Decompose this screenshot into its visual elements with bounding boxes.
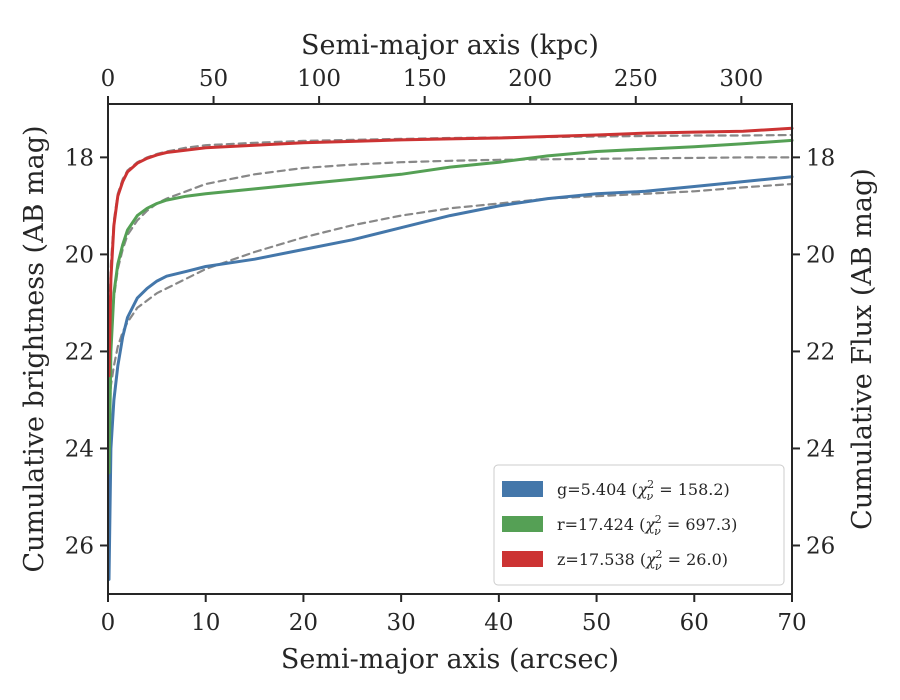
bottom-x-tick-label: 40	[484, 610, 513, 636]
legend-swatch-r	[502, 516, 543, 532]
left-y-axis-title: Cumulative brightness (AB mag)	[19, 125, 50, 572]
legend: g=5.404 (χν2 = 158.2)r=17.424 (χν2 = 697…	[493, 464, 785, 586]
right-y-tick-label: 26	[806, 533, 835, 559]
legend-chi-value: = 697.3)	[662, 515, 738, 534]
legend-chi-symbol: χ	[637, 480, 649, 499]
right-y-tick-label: 22	[806, 339, 835, 365]
legend-label-r: r=17.424 (χν2 = 697.3)	[557, 513, 737, 538]
right-y-tick-label: 18	[806, 145, 835, 171]
legend-nu-subscript: ν	[655, 560, 662, 573]
top-x-tick-label: 150	[403, 66, 447, 92]
legend-label-z: z=17.538 (χν2 = 26.0)	[557, 548, 728, 573]
series-line-r	[107, 138, 794, 475]
legend-swatch-g	[502, 481, 543, 497]
top-x-tick-label: 0	[101, 66, 116, 92]
left-y-tick-label: 20	[65, 242, 94, 268]
legend-chi-symbol: χ	[645, 550, 657, 569]
left-y-tick-label: 26	[65, 533, 94, 559]
legend-box	[493, 464, 785, 586]
series-line-g	[107, 175, 794, 581]
bottom-x-tick-label: 70	[777, 610, 806, 636]
right-y-tick-label: 24	[806, 436, 835, 462]
bottom-x-tick-label: 60	[680, 610, 709, 636]
bottom-x-axis-title: Semi-major axis (arcsec)	[281, 644, 619, 675]
top-x-tick-label: 50	[199, 66, 228, 92]
legend-chi-value: = 158.2)	[654, 480, 730, 499]
top-x-tick-label: 250	[614, 66, 658, 92]
bottom-x-tick-label: 50	[582, 610, 611, 636]
right-y-tick-label: 20	[806, 242, 835, 268]
legend-superscript: 2	[647, 478, 654, 491]
bottom-x-axis: 0 10 20 30 40 50 60 70	[101, 594, 807, 636]
legend-superscript: 2	[655, 513, 662, 526]
bottom-x-tick-label: 20	[289, 610, 318, 636]
legend-label-text: z=17.538 (	[557, 550, 646, 569]
series-layer	[107, 126, 794, 581]
legend-superscript: 2	[656, 548, 663, 561]
right-y-axis-title: Cumulative Flux (AB mag)	[847, 168, 878, 530]
bottom-x-tick-label: 30	[387, 610, 416, 636]
bottom-x-tick-label: 0	[101, 610, 116, 636]
legend-label-text: r=17.424 (	[557, 515, 645, 534]
legend-label-text: g=5.404 (	[557, 480, 638, 499]
legend-nu-subscript: ν	[654, 525, 661, 538]
top-x-tick-label: 100	[297, 66, 341, 92]
legend-chi-symbol: χ	[644, 515, 656, 534]
legend-nu-subscript: ν	[646, 490, 653, 503]
legend-chi-value: = 26.0)	[663, 550, 728, 569]
left-y-tick-label: 22	[65, 339, 94, 365]
series-line-z	[107, 126, 794, 378]
left-y-axis: 18 20 22 24 26	[65, 145, 108, 559]
top-x-tick-label: 300	[719, 66, 763, 92]
left-y-tick-label: 24	[65, 436, 94, 462]
plot-frame	[107, 103, 793, 595]
legend-swatch-z	[502, 551, 543, 567]
top-x-tick-label: 200	[508, 66, 552, 92]
top-x-axis-title: Semi-major axis (kpc)	[301, 30, 599, 61]
legend-label-g: g=5.404 (χν2 = 158.2)	[557, 478, 730, 503]
top-x-axis: 0 50 100 150 200 250 300	[101, 66, 763, 104]
right-y-axis: 18 20 22 24 26	[792, 145, 835, 559]
left-y-tick-label: 18	[65, 145, 94, 171]
bottom-x-tick-label: 10	[191, 610, 220, 636]
